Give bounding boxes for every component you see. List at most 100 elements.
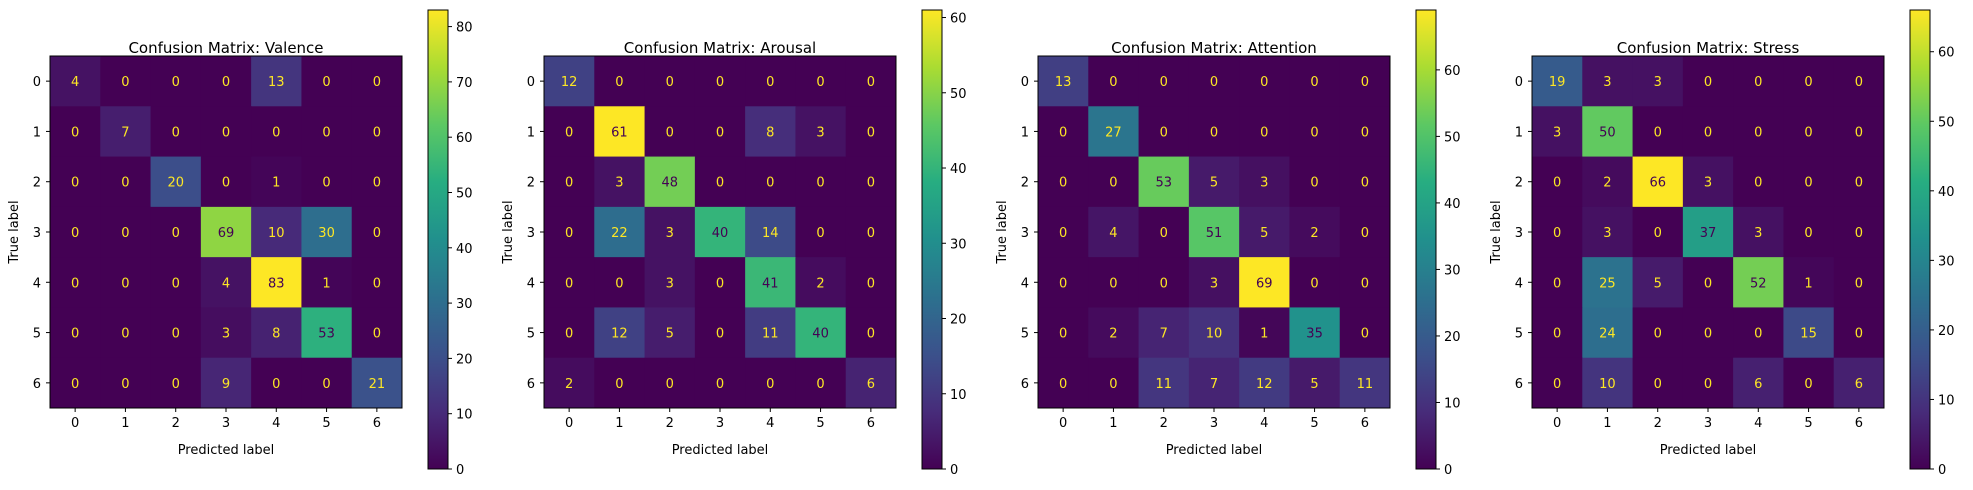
cell-value: 0 [565, 176, 573, 191]
y-tick-label: 6 [1515, 377, 1523, 392]
cell-value: 0 [1109, 377, 1117, 392]
matrix-cell [1239, 257, 1290, 308]
cell-value: 0 [373, 75, 381, 90]
cell-value: 0 [716, 377, 724, 392]
matrix-cell [1138, 56, 1190, 107]
cell-value: 0 [1160, 226, 1168, 241]
cell-value: 0 [1260, 75, 1268, 90]
cell-value: 4 [222, 276, 230, 291]
cell-value: 12 [611, 327, 628, 342]
cell-value: 3 [1260, 176, 1268, 191]
matrix-cell [301, 106, 353, 158]
cell-value: 0 [1059, 276, 1067, 291]
matrix-cell [694, 357, 746, 409]
cell-value: 11 [1155, 377, 1172, 392]
colorbar-tick-label: 60 [1938, 46, 1955, 61]
cell-value: 0 [222, 75, 230, 90]
cell-value: 6 [1754, 377, 1762, 392]
cell-value: 0 [121, 377, 129, 392]
cell-value: 6 [867, 377, 875, 392]
y-tick-label: 4 [33, 276, 41, 291]
cell-value: 0 [816, 377, 824, 392]
x-tick-label: 4 [1754, 416, 1762, 431]
matrix-cell [1188, 257, 1240, 308]
cell-value: 6 [1855, 377, 1863, 392]
cell-value: 61 [611, 125, 628, 140]
matrix-cell [200, 106, 252, 158]
matrix-cell [351, 257, 403, 308]
matrix-cell [351, 357, 403, 409]
matrix-cell [1833, 106, 1885, 158]
cell-value: 0 [121, 75, 129, 90]
matrix-cell [1733, 106, 1784, 158]
cell-value: 0 [867, 226, 875, 241]
cell-value: 0 [373, 176, 381, 191]
matrix-cell [1582, 106, 1634, 158]
cell-value: 0 [1059, 377, 1067, 392]
cell-value: 19 [1549, 75, 1566, 90]
matrix-cell [694, 206, 746, 258]
matrix-cell [200, 56, 252, 107]
cell-value: 0 [816, 176, 824, 191]
matrix-cell [845, 257, 897, 308]
cell-value: 0 [615, 75, 623, 90]
matrix-cell [1682, 106, 1734, 158]
cell-value: 53 [318, 327, 335, 342]
cell-value: 0 [1704, 125, 1712, 140]
cell-value: 0 [1855, 75, 1863, 90]
cell-value: 1 [322, 276, 330, 291]
cell-value: 0 [1109, 75, 1117, 90]
y-tick-label: 3 [527, 226, 535, 241]
x-tick-label: 1 [1603, 416, 1611, 431]
matrix-cell [1188, 206, 1240, 258]
colorbar-tick-label: 30 [1444, 263, 1461, 278]
matrix-cell [544, 357, 595, 409]
cell-value: 0 [1553, 276, 1561, 291]
cell-value: 52 [1750, 276, 1767, 291]
matrix-cell [200, 156, 252, 208]
colorbar-tick-label: 80 [456, 21, 473, 36]
matrix-cell [1582, 156, 1634, 208]
cell-value: 0 [1754, 75, 1762, 90]
cell-value: 0 [373, 327, 381, 342]
matrix-cell [301, 307, 353, 359]
matrix-cell [594, 156, 646, 208]
cell-value: 0 [1654, 125, 1662, 140]
matrix-cell [1833, 257, 1885, 308]
cell-value: 5 [1654, 276, 1662, 291]
cell-value: 0 [71, 276, 79, 291]
matrix-cell [1138, 206, 1190, 258]
cell-value: 0 [666, 75, 674, 90]
cell-value: 0 [1654, 327, 1662, 342]
matrix-cell [1532, 257, 1583, 308]
matrix-cell [1138, 307, 1190, 359]
cell-value: 2 [1310, 226, 1318, 241]
cell-value: 0 [1210, 75, 1218, 90]
matrix-cell [251, 206, 302, 258]
cell-value: 0 [121, 327, 129, 342]
y-tick-label: 4 [527, 276, 535, 291]
cell-value: 0 [1855, 276, 1863, 291]
y-tick-label: 3 [1515, 226, 1523, 241]
matrix-cell [1239, 56, 1290, 107]
cell-value: 0 [322, 75, 330, 90]
matrix-cell [1733, 257, 1784, 308]
matrix-cell [745, 357, 796, 409]
matrix-cell [845, 106, 897, 158]
matrix-cell [1833, 206, 1885, 258]
cell-value: 0 [172, 226, 180, 241]
matrix-cell [1289, 106, 1341, 158]
matrix-cell [301, 156, 353, 208]
matrix-cell [1682, 257, 1734, 308]
x-tick-label: 6 [1855, 416, 1863, 431]
colorbar-tick-label: 40 [950, 162, 967, 177]
matrix-cell [644, 156, 696, 208]
cell-value: 10 [1599, 377, 1616, 392]
cell-value: 0 [1160, 276, 1168, 291]
matrix-cell [100, 156, 152, 208]
y-tick-label: 6 [1021, 377, 1029, 392]
cell-value: 0 [121, 276, 129, 291]
